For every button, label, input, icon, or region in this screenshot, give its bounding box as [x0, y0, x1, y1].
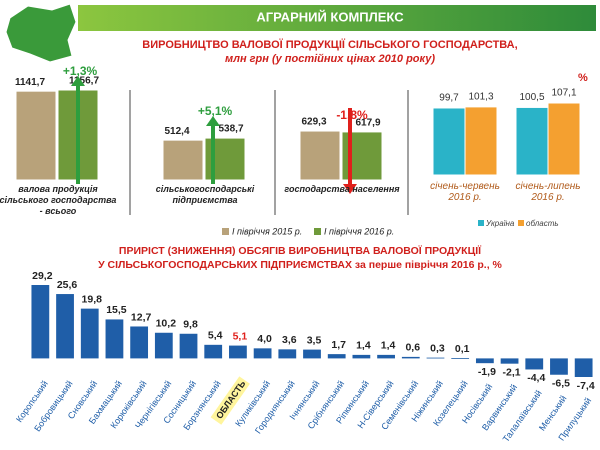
bar — [154, 332, 173, 359]
legend-swatch — [314, 228, 321, 235]
value-label: -2,1 — [503, 366, 521, 378]
category-label: січень-липень 2016 р. — [515, 181, 581, 203]
legend-label: область — [526, 219, 559, 228]
region-map — [5, 3, 77, 63]
value-label: 3,5 — [307, 334, 322, 346]
photo-bar — [162, 139, 204, 181]
value-label: 0,1 — [455, 343, 470, 355]
bar — [464, 106, 498, 176]
value-label: 12,7 — [131, 311, 152, 323]
value-label: -1,9 — [478, 366, 496, 378]
unit-label: % — [578, 72, 588, 84]
value-label: 107,1 — [551, 88, 576, 99]
bar — [105, 319, 124, 359]
change-label: -1,8% — [336, 108, 368, 122]
value-label: -4,4 — [527, 372, 545, 384]
legend-label: I півріччя 2016 р. — [324, 226, 394, 236]
bar — [56, 294, 74, 359]
bar — [327, 354, 346, 359]
bar — [500, 358, 519, 364]
value-label: 0,3 — [430, 342, 445, 354]
legend-swatch — [518, 220, 524, 226]
legend-swatch — [222, 228, 229, 235]
bar — [352, 354, 371, 359]
value-label: 4,0 — [257, 333, 272, 345]
bar — [229, 345, 247, 359]
value-label: -6,5 — [552, 378, 570, 390]
value-label: 99,7 — [439, 93, 459, 104]
value-label: 512,4 — [164, 126, 189, 137]
highlight — [210, 376, 250, 425]
value-label: 1,7 — [331, 339, 346, 351]
bar — [278, 349, 297, 359]
value-label: 100,5 — [519, 92, 544, 103]
legend-label: I півріччя 2015 р. — [232, 226, 302, 236]
bar — [31, 285, 50, 359]
legend-swatch — [478, 220, 484, 226]
bar — [130, 326, 149, 359]
bar — [475, 358, 494, 364]
value-label: 538,7 — [218, 124, 243, 135]
category-label: сільськогосподарські підприємства — [155, 184, 255, 205]
photo-bar — [15, 90, 57, 181]
chart-subtitle: У СІЛЬСЬКОГОСПОДАРСЬКИХ ПІДПРИЄМСТВАХ за… — [98, 259, 502, 271]
bar — [525, 358, 544, 370]
photo-bar — [299, 130, 341, 181]
value-label: 101,3 — [468, 92, 493, 103]
bar — [401, 356, 420, 359]
bar — [426, 357, 445, 359]
bar — [432, 107, 466, 176]
value-label: 29,2 — [32, 270, 53, 282]
value-label: 1141,7 — [15, 77, 45, 88]
bar — [204, 344, 223, 359]
value-label: 25,6 — [57, 279, 78, 291]
value-label: 5,4 — [208, 330, 223, 342]
value-label: -7,4 — [577, 380, 595, 392]
bar — [377, 354, 395, 359]
bar — [179, 333, 198, 359]
arrow-head — [71, 76, 85, 86]
chart-title: ПРИРІСТ (ЗНИЖЕННЯ) ОБСЯГІВ ВИРОБНИЦТВА В… — [119, 244, 482, 257]
category-label: господарства населення — [284, 184, 400, 194]
change-label: +1,3% — [63, 64, 98, 78]
category-label: січень-червень 2016 р. — [430, 181, 500, 203]
value-label: 19,8 — [82, 293, 103, 305]
value-label: 1,4 — [356, 340, 371, 352]
value-label: 617,9 — [355, 118, 380, 129]
bar — [515, 106, 549, 176]
bar — [574, 358, 593, 377]
bar — [80, 308, 99, 359]
header-title: АГРАРНИЙ КОМПЛЕКС — [256, 9, 404, 24]
bar — [303, 349, 321, 359]
category-label: валова продукція сільського господарства… — [0, 184, 117, 216]
value-label: 1156,7 — [69, 76, 99, 87]
value-label: 15,5 — [106, 304, 127, 316]
legend-label: Україна — [485, 219, 515, 228]
value-label: 3,6 — [282, 334, 297, 346]
bar — [550, 358, 568, 375]
chart-title: ВИРОБНИЦТВО ВАЛОВОЇ ПРОДУКЦІЇ СІЛЬСЬКОГО… — [142, 38, 517, 51]
value-label: 10,2 — [156, 318, 177, 330]
value-label: 0,6 — [405, 342, 420, 354]
change-label: +5,1% — [198, 104, 233, 118]
bar — [253, 348, 272, 359]
arrow-head — [343, 184, 357, 194]
bar — [547, 102, 581, 176]
arrow-head — [206, 116, 220, 126]
bar — [451, 358, 470, 359]
header-banner — [78, 5, 596, 31]
value-label: 629,3 — [301, 117, 326, 128]
value-label: 1,4 — [381, 340, 396, 352]
chart-subtitle: млн грн (у постійних цінах 2010 року) — [225, 53, 435, 65]
value-label: 9,8 — [183, 319, 198, 331]
value-label: 5,1 — [233, 330, 248, 342]
